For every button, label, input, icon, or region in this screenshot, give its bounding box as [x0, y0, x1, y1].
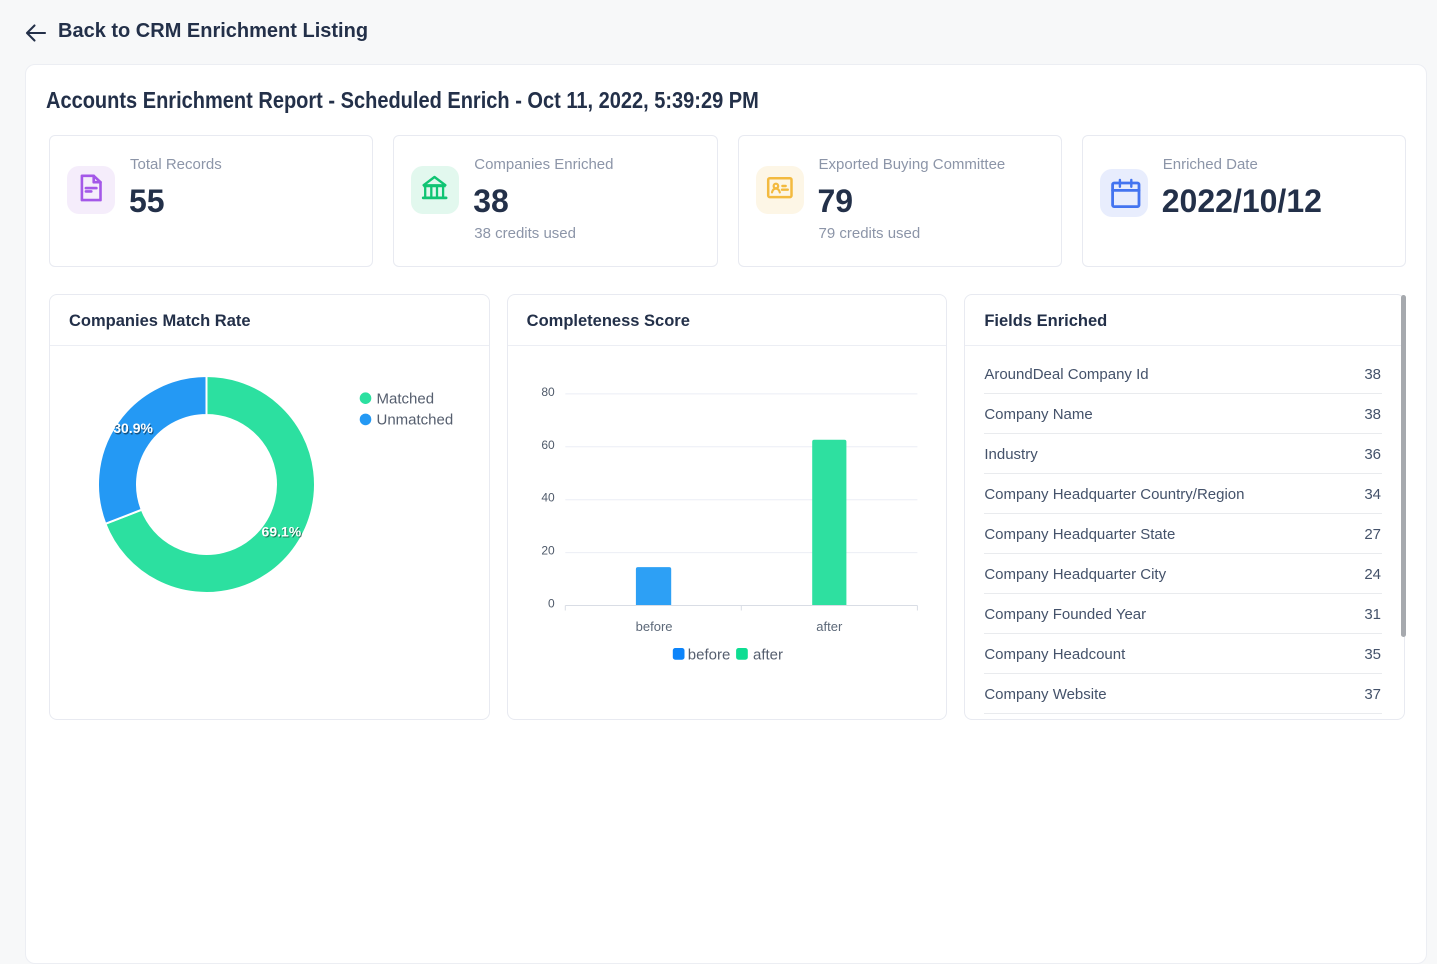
svg-text:before: before [687, 647, 730, 664]
svg-text:0: 0 [548, 597, 555, 611]
svg-text:after: after [816, 619, 843, 634]
svg-text:69.1%: 69.1% [262, 524, 302, 540]
svg-text:Unmatched: Unmatched [377, 412, 454, 429]
svg-text:40: 40 [541, 491, 555, 505]
svg-text:30.9%: 30.9% [114, 421, 154, 437]
svg-text:20: 20 [541, 544, 555, 558]
svg-text:69.1%: 69.1% [263, 525, 303, 541]
svg-text:80: 80 [541, 385, 555, 399]
svg-text:30.9%: 30.9% [113, 420, 153, 436]
svg-text:Matched: Matched [377, 390, 435, 407]
svg-text:after: after [753, 647, 783, 664]
svg-text:before: before [635, 619, 672, 634]
svg-text:60: 60 [541, 438, 555, 452]
